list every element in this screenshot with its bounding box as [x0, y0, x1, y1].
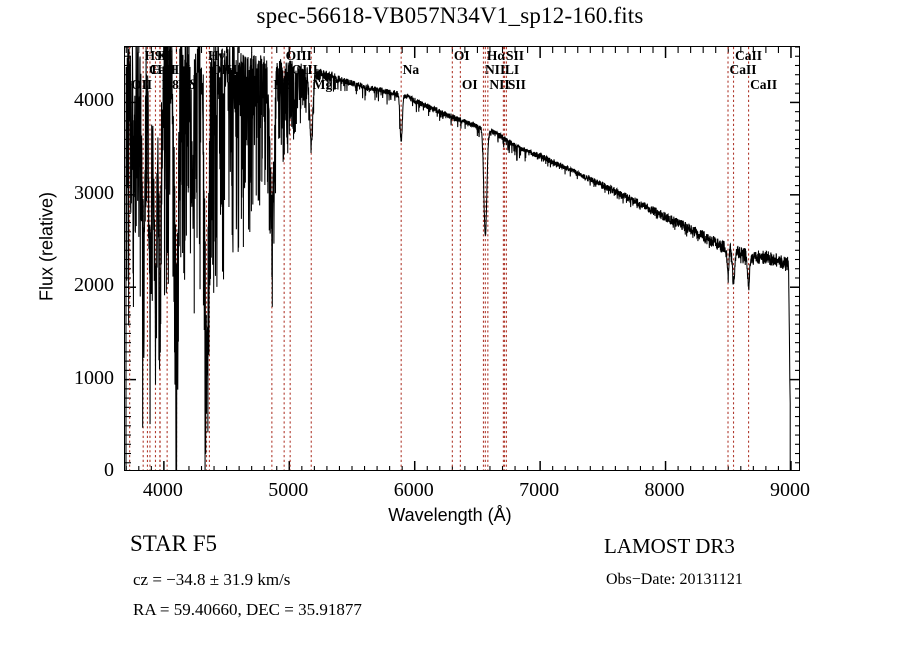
- spectrum-canvas: [125, 47, 799, 470]
- line-label-SII-6716: SII: [506, 48, 525, 63]
- line-label-CaII-8498: CaII: [729, 62, 757, 77]
- line-label-OIII-4363: OIII: [210, 62, 238, 77]
- line-label-CaII-8542: CaII: [735, 48, 763, 63]
- y-tick-label-3000: 3000: [74, 181, 114, 204]
- y-tick-label-1000: 1000: [74, 366, 114, 389]
- y-tick-label-0: 0: [104, 459, 114, 481]
- line-label-H-4101: Hδ: [178, 77, 196, 92]
- x-tick-label-6000: 6000: [393, 479, 434, 501]
- x-tick-label-9000: 9000: [769, 479, 810, 501]
- y-tick-label-4000: 4000: [74, 89, 114, 112]
- line-label-OIII-5007: OIII: [291, 62, 318, 77]
- y-tick-label-2000: 2000: [74, 274, 114, 297]
- line-label-MgI-5175: MgI: [312, 77, 338, 92]
- spectrum-plot-area: OII H9 CaII K HeI H8 H Hδ HeI Hγ OIII Hβ OIII OIII MgI…: [124, 46, 800, 471]
- line-label-H-4340: Hγ: [208, 48, 225, 63]
- axis-ticks: [125, 47, 799, 470]
- spectrum-svg: [125, 47, 799, 470]
- radial-velocity-text: cz = −34.8 ± 31.9 km/s: [133, 570, 291, 589]
- line-label-OI-6364: OI: [461, 77, 478, 92]
- line-label-OII-3727: OII: [131, 77, 153, 92]
- line-label-H-6563: Hα: [486, 48, 505, 63]
- y-axis-label: Flux (relative): [36, 191, 57, 302]
- x-tick-label-8000: 8000: [644, 479, 685, 501]
- line-label-NII-6548: NII: [484, 62, 506, 77]
- observation-date-text: Obs−Date: 20131121: [606, 571, 743, 588]
- line-label-LI-6707: LI: [504, 62, 520, 77]
- line-label-OIII-4959: OIII: [285, 48, 312, 63]
- x-tick-label-4000: 4000: [142, 479, 183, 501]
- line-label-K-3933: K: [156, 48, 168, 63]
- line-label-Na-5892: Na: [402, 62, 420, 77]
- flux-trace: [125, 47, 791, 470]
- x-axis-label: Wavelength (Å): [388, 505, 512, 525]
- x-tick-label-5000: 5000: [268, 479, 309, 501]
- line-label-H-4861: Hβ: [273, 77, 291, 92]
- survey-name-text: LAMOST DR3: [604, 534, 735, 558]
- line-label-CaII-8662: CaII: [750, 77, 778, 92]
- object-class-text: STAR F5: [130, 531, 217, 556]
- coordinates-text: RA = 59.40660, DEC = 35.91877: [133, 600, 362, 619]
- line-label-NII-6583: NII: [489, 77, 510, 92]
- line-label-H9-3835: H9: [144, 48, 162, 63]
- line-label-HeI-3889: HeI: [151, 62, 174, 77]
- line-label-H8-3970: H8: [161, 77, 179, 92]
- line-label-CaII-3869: CaII: [148, 62, 176, 77]
- page-title: spec-56618-VB057N34V1_sp12-160.fits: [256, 3, 644, 28]
- line-label-HeI-4026: HeI: [168, 62, 191, 77]
- x-tick-label-7000: 7000: [519, 479, 560, 501]
- line-label-SII-6731: SII: [507, 77, 526, 92]
- line-label-H-3968: H: [161, 48, 172, 63]
- line-label-OI-6300: OI: [453, 48, 470, 63]
